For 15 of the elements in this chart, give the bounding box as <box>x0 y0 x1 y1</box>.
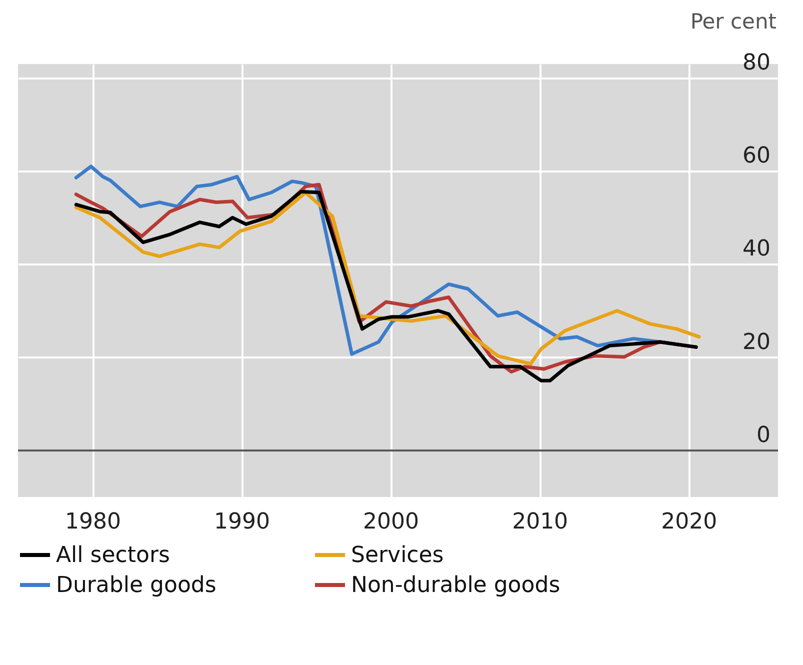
y-tick-label: 0 <box>756 422 770 448</box>
legend-label: Services <box>351 543 444 568</box>
x-tick-label: 1990 <box>214 510 270 534</box>
y-tick-label: 60 <box>742 144 770 169</box>
y-tick-label: 80 <box>742 50 770 76</box>
x-tick-label: 1980 <box>65 510 122 534</box>
legend-label: Non-durable goods <box>351 573 560 598</box>
legend-label: All sectors <box>56 543 170 568</box>
x-tick-label: 2000 <box>363 510 420 534</box>
y-tick-label: 20 <box>742 330 770 355</box>
y-tick-label: 40 <box>742 236 770 262</box>
x-tick-label: 2020 <box>661 510 718 534</box>
y-axis-title: Per cent <box>690 10 776 34</box>
legend-label: Durable goods <box>56 573 216 598</box>
x-tick-label: 2010 <box>512 510 568 534</box>
